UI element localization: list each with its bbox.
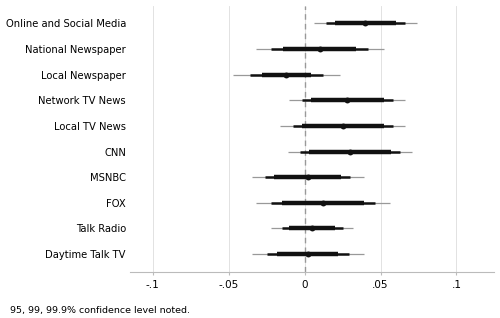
Point	[304, 252, 312, 257]
Point	[308, 226, 316, 231]
Point	[362, 21, 370, 26]
Text: 95, 99, 99.9% confidence level noted.: 95, 99, 99.9% confidence level noted.	[10, 306, 190, 315]
Point	[346, 149, 354, 154]
Point	[282, 72, 290, 77]
Point	[319, 200, 327, 205]
Point	[316, 46, 324, 52]
Point	[343, 98, 351, 103]
Point	[338, 123, 346, 128]
Point	[304, 175, 312, 180]
